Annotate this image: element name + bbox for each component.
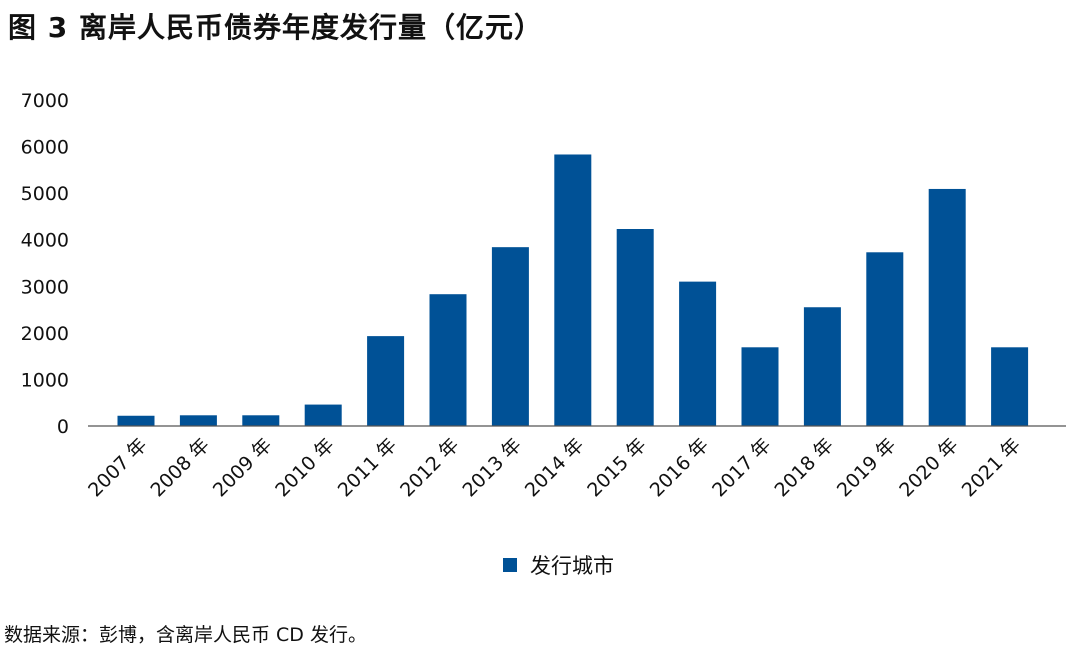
y-tick-label: 2000 <box>21 323 69 345</box>
bar <box>803 307 841 426</box>
y-tick-label: 3000 <box>21 276 69 298</box>
bar <box>304 404 342 426</box>
x-tick-label: 2008 年 <box>146 434 213 501</box>
x-tick-label: 2012 年 <box>396 434 463 501</box>
bar <box>928 188 966 426</box>
x-tick-label: 2017 年 <box>708 434 775 501</box>
bar <box>242 415 280 426</box>
y-tick-label: 5000 <box>21 183 69 205</box>
x-tick-label: 2014 年 <box>521 434 588 501</box>
y-tick-label: 6000 <box>21 137 69 159</box>
bar <box>179 415 217 426</box>
bar <box>866 252 904 426</box>
chart-title: 图 3 离岸人民币债券年度发行量（亿元） <box>8 11 543 44</box>
x-tick-label: 2018 年 <box>770 434 837 501</box>
bar <box>491 247 529 426</box>
x-tick-label: 2007 年 <box>84 434 151 501</box>
x-tick-label: 2009 年 <box>209 434 276 501</box>
bars-group <box>117 154 1029 426</box>
legend: 发行城市 <box>503 554 614 578</box>
bar <box>741 347 779 426</box>
x-tick-label: 2010 年 <box>271 434 338 501</box>
source-note: 数据来源：彭博，含离岸人民币 CD 发行。 <box>4 624 367 646</box>
bar <box>429 294 467 426</box>
x-tick-label: 2016 年 <box>646 434 713 501</box>
bar <box>616 229 654 426</box>
x-tick-label: 2020 年 <box>895 434 962 501</box>
y-tick-label: 7000 <box>21 90 69 112</box>
bar <box>554 154 592 426</box>
bar <box>679 281 717 426</box>
x-tick-label: 2019 年 <box>833 434 900 501</box>
x-tick-label: 2011 年 <box>334 434 401 501</box>
x-tick-label: 2021 年 <box>958 434 1025 501</box>
x-tick-label: 2013 年 <box>458 434 525 501</box>
y-axis-ticks: 0 1000 2000 3000 4000 5000 6000 7000 <box>21 90 69 438</box>
bar <box>991 347 1029 426</box>
bar <box>117 415 155 426</box>
bar <box>367 336 405 426</box>
legend-swatch <box>503 558 517 572</box>
y-tick-label: 0 <box>57 416 69 438</box>
legend-label: 发行城市 <box>530 554 614 578</box>
x-tick-label: 2015 年 <box>583 434 650 501</box>
y-tick-label: 4000 <box>21 230 69 252</box>
y-tick-label: 1000 <box>21 369 69 391</box>
